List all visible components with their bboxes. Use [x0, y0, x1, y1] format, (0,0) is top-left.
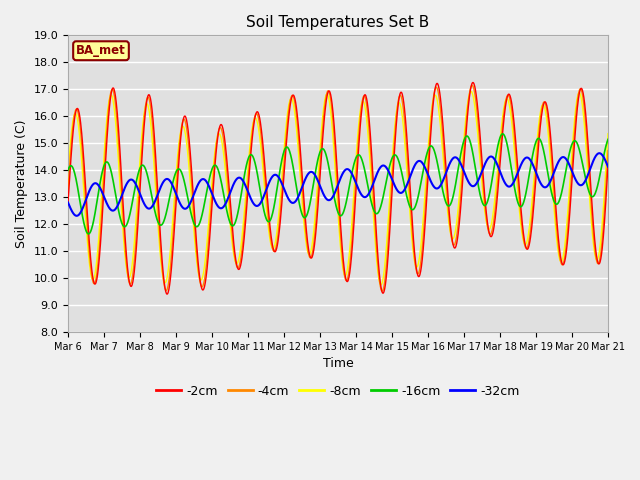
Title: Soil Temperatures Set B: Soil Temperatures Set B	[246, 15, 429, 30]
Legend: -2cm, -4cm, -8cm, -16cm, -32cm: -2cm, -4cm, -8cm, -16cm, -32cm	[151, 380, 525, 403]
Y-axis label: Soil Temperature (C): Soil Temperature (C)	[15, 120, 28, 248]
X-axis label: Time: Time	[323, 357, 353, 370]
Text: BA_met: BA_met	[76, 44, 126, 57]
